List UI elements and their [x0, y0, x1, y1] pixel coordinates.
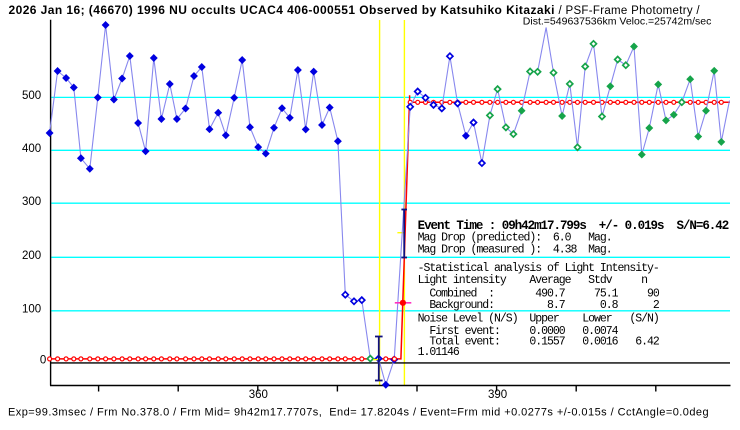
- svg-text:-Statistical analysis of Light: -Statistical analysis of Light Intensity…: [418, 262, 659, 275]
- svg-text:0: 0: [40, 354, 46, 366]
- svg-text:Noise Level (N/S) Upper Lo: Noise Level (N/S) Upper Lower (S/N): [418, 312, 659, 325]
- svg-text:390: 390: [488, 389, 507, 401]
- svg-text:Event Time : 09h42m17.799s +/: Event Time : 09h42m17.799s +/- 0.019s S/…: [418, 219, 729, 233]
- svg-text:Mag Drop (predicted): 6.0 M: Mag Drop (predicted): 6.0 Mag.: [418, 232, 612, 245]
- svg-text:Total event: 0.1557 0.00: Total event: 0.1557 0.0016 6.42: [418, 335, 660, 348]
- svg-text:Mag Drop (measured ): 4.38 M: Mag Drop (measured ): 4.38 Mag.: [418, 243, 612, 256]
- svg-text:400: 400: [22, 143, 41, 155]
- svg-text:500: 500: [22, 90, 41, 102]
- svg-text:2026 Jan 16; (46670) 1996 NU o: 2026 Jan 16; (46670) 1996 NU occults UCA…: [9, 3, 555, 17]
- svg-text:Dist.=549637536km Veloc.=25742: Dist.=549637536km Veloc.=25742m/sec: [523, 16, 712, 28]
- svg-text:1.01146: 1.01146: [418, 346, 460, 359]
- svg-text:Background: 8.7 0: Background: 8.7 0.8 2: [418, 299, 660, 312]
- svg-text:360: 360: [249, 389, 268, 401]
- svg-text:Combined : 490.7 75: Combined : 490.7 75.1 90: [418, 287, 660, 300]
- svg-text:/ PSF-Frame Photometry /: / PSF-Frame Photometry /: [559, 5, 701, 17]
- svg-text:200: 200: [22, 250, 41, 262]
- svg-text:Exp=99.3msec / Frm No.378.0 /: Exp=99.3msec / Frm No.378.0 / Frm Mid= 9…: [8, 407, 709, 419]
- svg-text:First event: 0.0000 0.00: First event: 0.0000 0.0074: [418, 325, 619, 338]
- svg-text:300: 300: [22, 196, 41, 208]
- svg-text:100: 100: [22, 304, 41, 316]
- svg-text:Light intensity Average S: Light intensity Average Stdv n: [418, 274, 647, 287]
